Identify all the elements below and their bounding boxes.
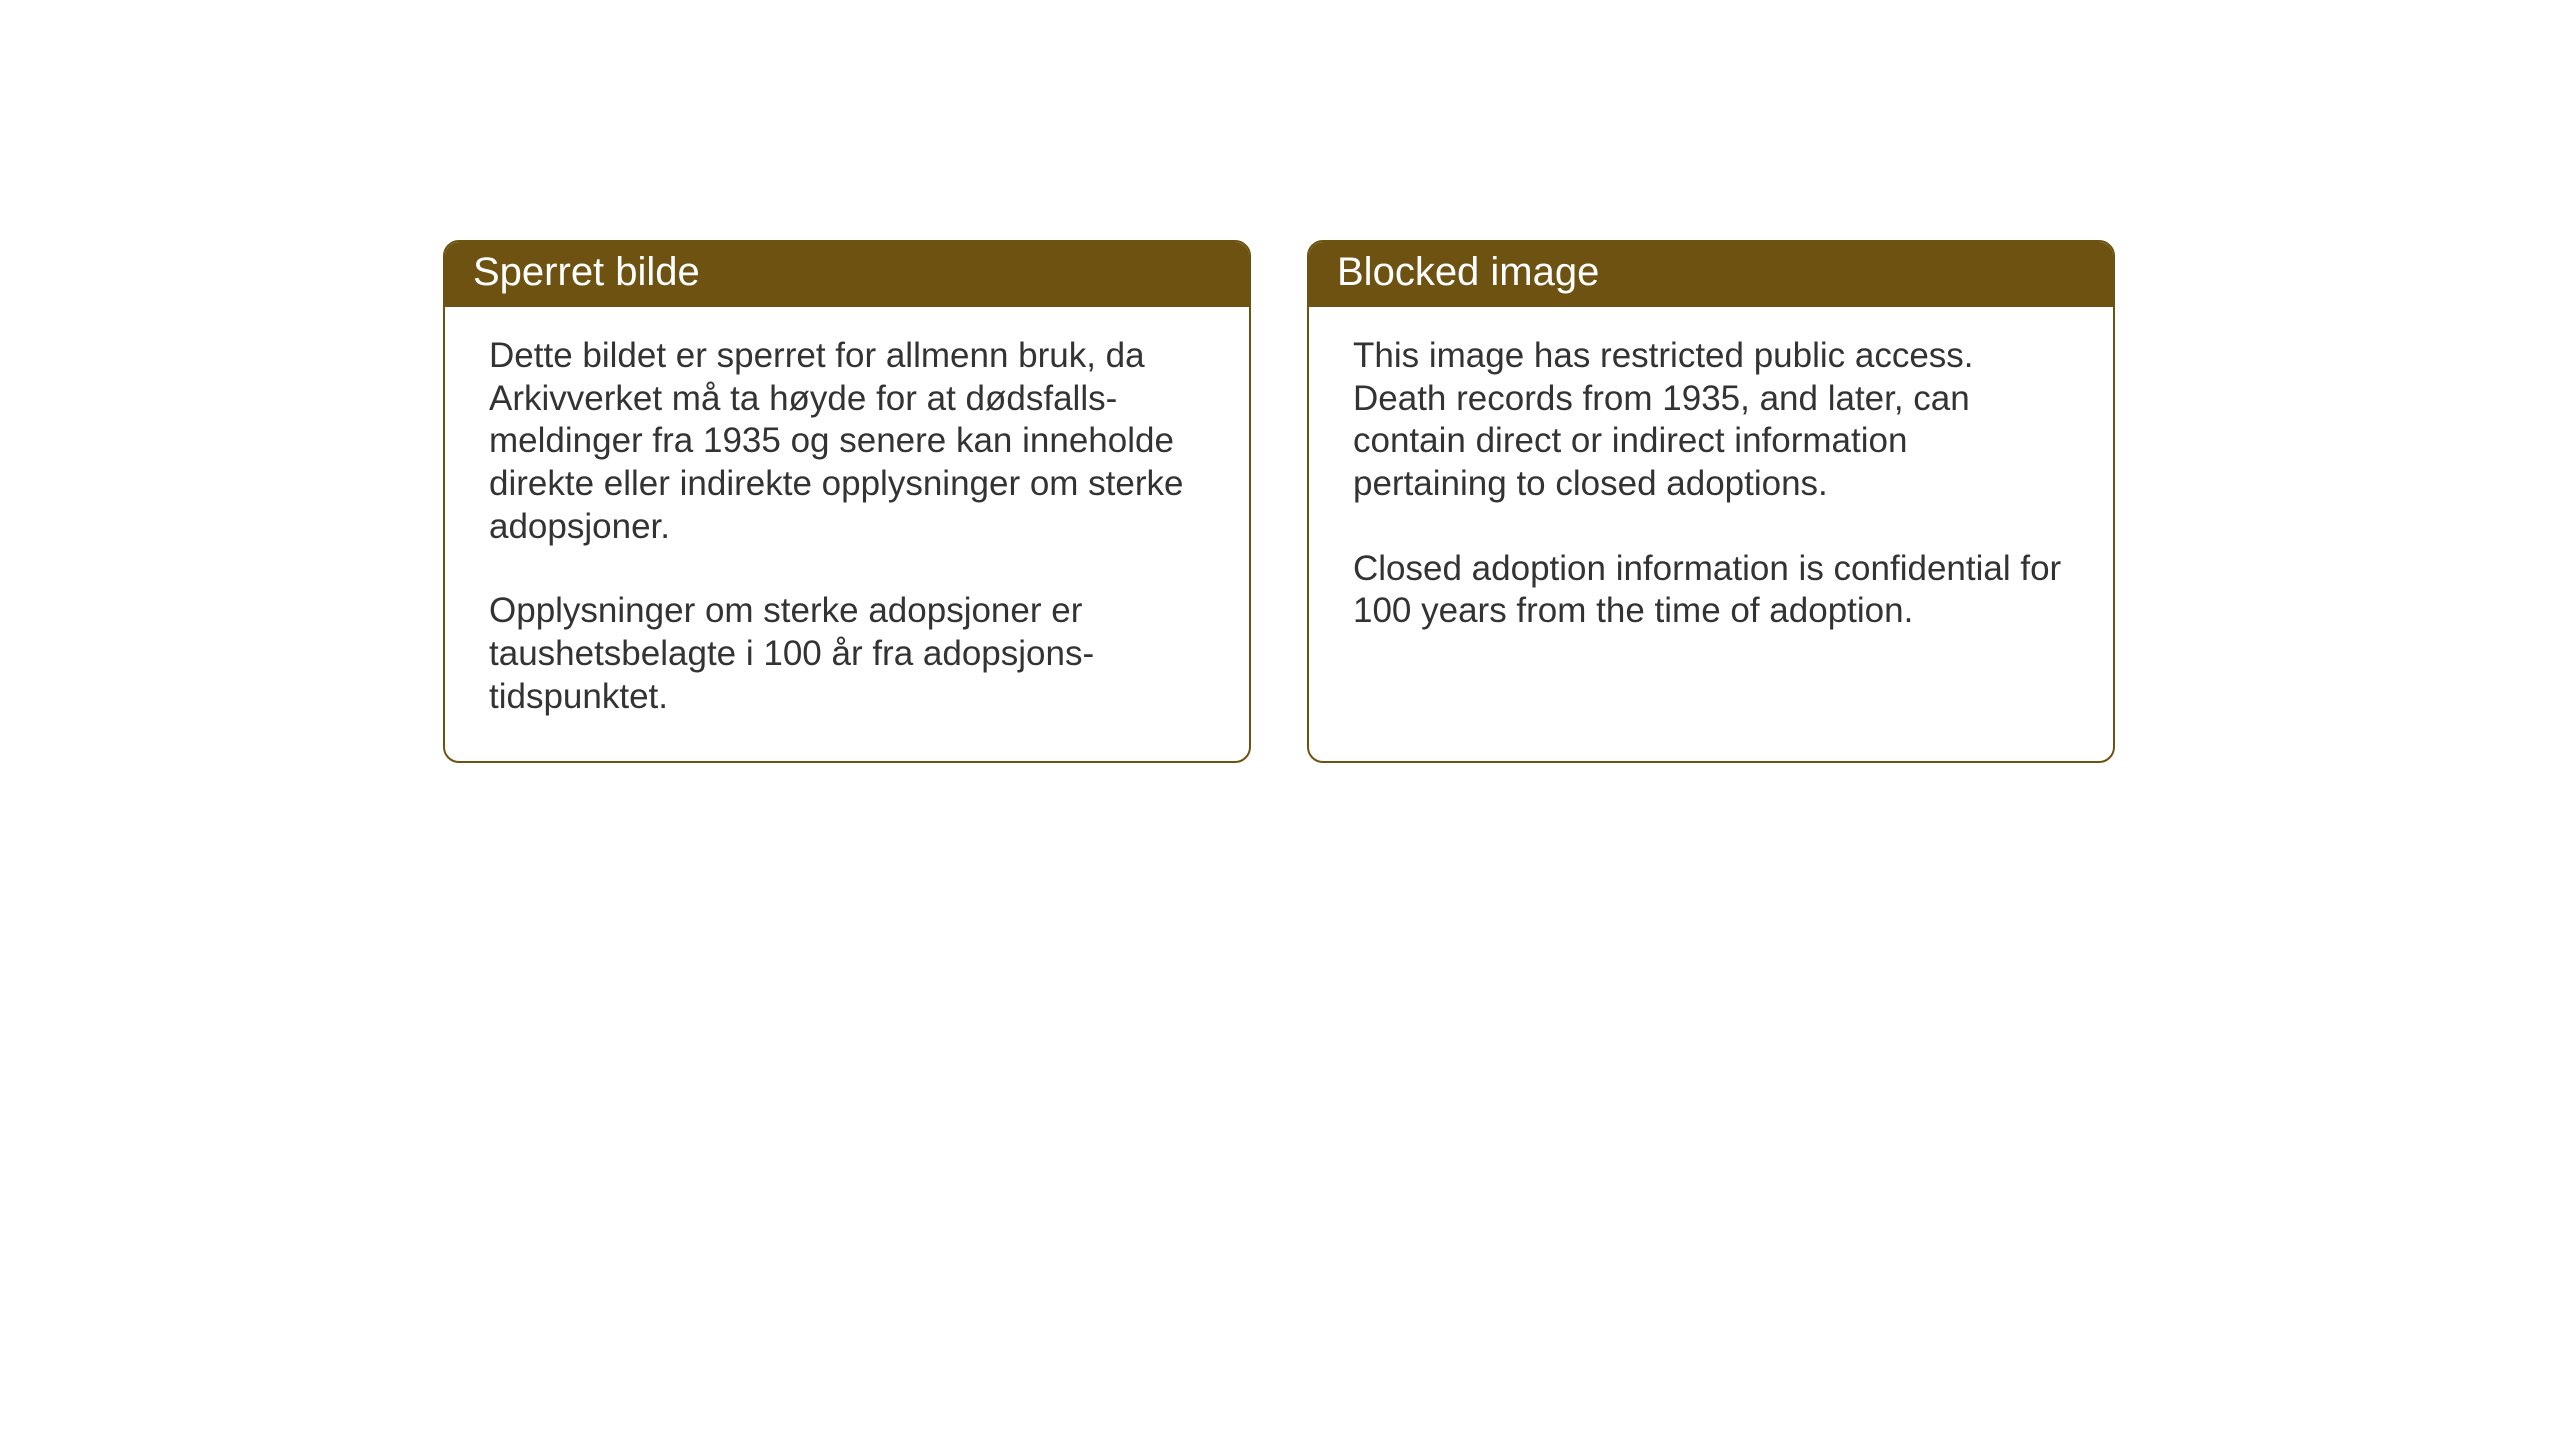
paragraph-2-norwegian: Opplysninger om sterke adopsjoner er tau… <box>489 590 1205 718</box>
notice-container: Sperret bilde Dette bildet er sperret fo… <box>443 240 2115 763</box>
card-body-norwegian: Dette bildet er sperret for allmenn bruk… <box>445 307 1249 761</box>
notice-card-norwegian: Sperret bilde Dette bildet er sperret fo… <box>443 240 1251 763</box>
card-title-norwegian: Sperret bilde <box>445 242 1249 307</box>
card-body-english: This image has restricted public access.… <box>1309 307 2113 675</box>
notice-card-english: Blocked image This image has restricted … <box>1307 240 2115 763</box>
paragraph-2-english: Closed adoption information is confident… <box>1353 548 2069 633</box>
paragraph-1-english: This image has restricted public access.… <box>1353 335 2069 506</box>
card-title-english: Blocked image <box>1309 242 2113 307</box>
paragraph-1-norwegian: Dette bildet er sperret for allmenn bruk… <box>489 335 1205 548</box>
